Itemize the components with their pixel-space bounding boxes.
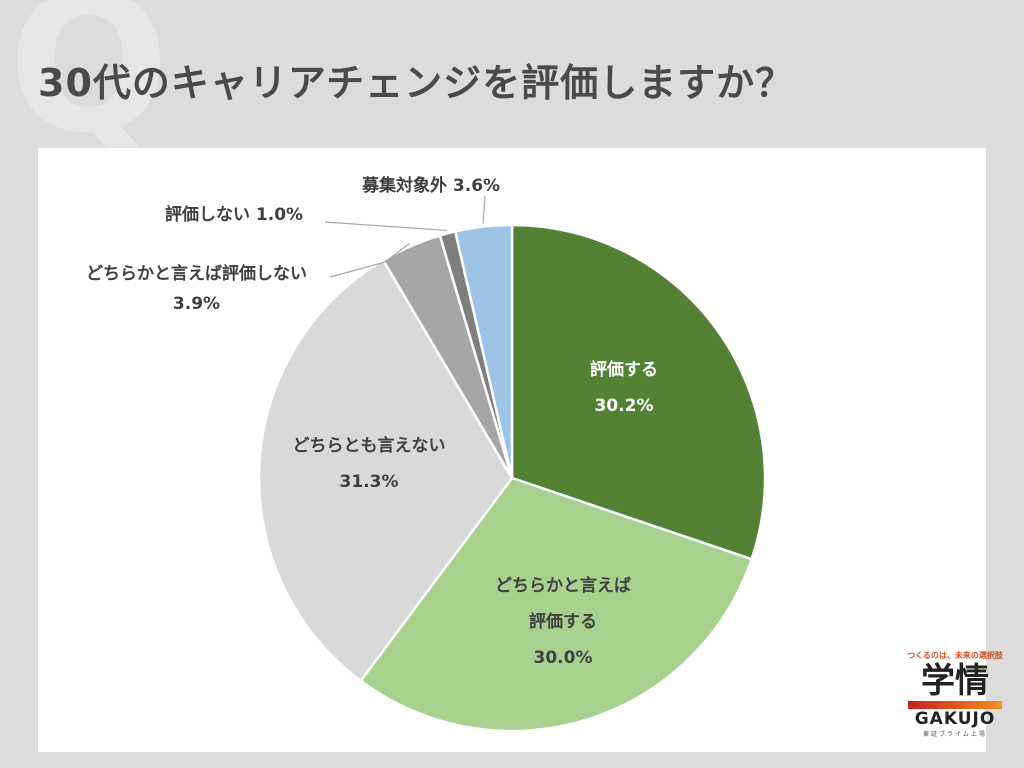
pie-slice-2 — [257, 258, 514, 683]
slice-4-value: 1.0% — [255, 205, 304, 225]
slice-4-name: 評価しない — [165, 205, 250, 225]
logo-sub: 東証プライム上場 — [923, 731, 987, 738]
slice-3-name: どちらかと言えば評価しない — [86, 264, 307, 284]
logo-kanji: 学情 — [921, 661, 989, 701]
slice-1-value: 30.0% — [533, 648, 593, 668]
label-slice-5: 募集対象外 3.6% — [362, 171, 500, 201]
label-slice-4: 評価しない 1.0% — [165, 200, 303, 230]
logo-tagline: つくるのは、未来の選択肢 — [907, 651, 1003, 660]
logo-name: GAKUJO — [914, 709, 996, 729]
slice-2-value: 31.3% — [339, 472, 399, 492]
watermark-q: Q — [8, 0, 170, 175]
label-slice-1: どちらかと言えば 評価する 30.0% — [495, 568, 631, 676]
leader-line-5 — [482, 195, 486, 224]
slice-1-name-line2: 評価する — [529, 612, 597, 632]
slice-2-name: どちらとも言えない — [292, 436, 446, 456]
leader-line-3 — [329, 242, 410, 278]
label-slice-2: どちらとも言えない 31.3% — [293, 428, 446, 500]
slice-0-name: 評価する — [590, 360, 658, 380]
pie-slice-5 — [453, 223, 514, 479]
pie-slice-1 — [358, 476, 754, 733]
slice-5-name: 募集対象外 — [362, 176, 447, 196]
leader-line-4 — [324, 221, 447, 232]
slice-3-value: 3.9% — [172, 294, 221, 314]
label-slice-0: 評価する 30.2% — [590, 352, 658, 424]
page-title: 30代のキャリアチェンジを評価しますか？ — [38, 61, 795, 105]
logo-bar — [908, 701, 1002, 709]
label-slice-3: どちらかと言えば評価しない 3.9% — [86, 259, 307, 319]
slice-1-name-line1: どちらかと言えば — [495, 576, 631, 596]
pie-slice-0 — [510, 223, 767, 561]
slice-5-value: 3.6% — [452, 176, 501, 196]
slice-0-value: 30.2% — [594, 396, 654, 416]
gakujo-logo: つくるのは、未来の選択肢 学情 GAKUJO 東証プライム上場 — [900, 650, 1010, 738]
